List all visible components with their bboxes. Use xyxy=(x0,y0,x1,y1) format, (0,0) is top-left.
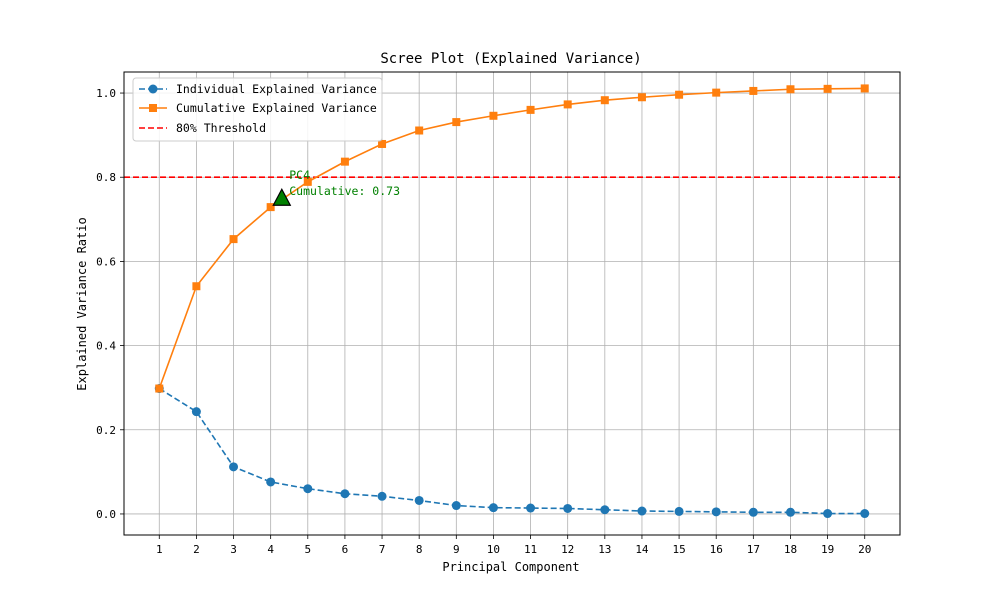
point-cumulative-pc20 xyxy=(860,84,869,93)
x-tick-label-3: 3 xyxy=(230,543,237,556)
x-tick-label-20: 20 xyxy=(858,543,871,556)
point-individual-pc13 xyxy=(600,505,610,515)
point-cumulative-pc14 xyxy=(637,93,646,102)
point-cumulative-pc9 xyxy=(452,118,461,127)
point-individual-pc10 xyxy=(488,503,498,513)
x-tick-label-5: 5 xyxy=(304,543,311,556)
x-tick-label-16: 16 xyxy=(710,543,723,556)
x-tick-label-6: 6 xyxy=(342,543,349,556)
point-cumulative-pc1 xyxy=(155,384,164,393)
y-tick-label-0.0: 0.0 xyxy=(96,508,116,521)
legend-entry-cumulative: Cumulative Explained Variance xyxy=(139,101,377,115)
x-tick-label-12: 12 xyxy=(561,543,574,556)
point-cumulative-pc7 xyxy=(378,139,387,148)
annotation-line2: Cumulative: 0.73 xyxy=(289,184,400,198)
y-tick-label-0.4: 0.4 xyxy=(96,340,116,353)
x-tick-label-13: 13 xyxy=(598,543,611,556)
point-cumulative-pc11 xyxy=(526,105,535,114)
point-individual-pc5 xyxy=(303,484,313,494)
point-cumulative-pc13 xyxy=(600,96,609,105)
series-layer xyxy=(154,84,870,519)
y-tick-label-0.2: 0.2 xyxy=(96,424,116,437)
x-tick-label-8: 8 xyxy=(416,543,423,556)
point-individual-pc7 xyxy=(377,491,387,501)
x-tick-label-10: 10 xyxy=(487,543,500,556)
legend-entry-individual: Individual Explained Variance xyxy=(139,82,377,96)
point-individual-pc9 xyxy=(451,501,461,511)
point-individual-pc6 xyxy=(340,489,350,499)
point-cumulative-pc18 xyxy=(786,85,795,94)
x-tick-label-4: 4 xyxy=(267,543,274,556)
legend-marker-cumulative xyxy=(149,104,157,112)
x-tick-label-7: 7 xyxy=(379,543,386,556)
annotation-layer: PC4 Cumulative: 0.73 xyxy=(272,168,400,206)
series-line-individual xyxy=(158,387,865,515)
legend-label-cumulative: Cumulative Explained Variance xyxy=(176,101,377,115)
point-individual-pc19 xyxy=(823,509,833,519)
point-cumulative-pc19 xyxy=(823,84,832,93)
point-cumulative-pc16 xyxy=(712,88,721,97)
legend-entry-threshold: 80% Threshold xyxy=(139,121,266,135)
point-individual-pc18 xyxy=(785,507,795,517)
tick-layer: 1 2 3 4 5 6 7 8 9 10 11 12 13 14 15 16 17 18 19 200.00.20.4… xyxy=(96,87,871,556)
point-cumulative-pc5 xyxy=(303,177,312,186)
point-cumulative-pc8 xyxy=(415,126,424,135)
chart-title: Scree Plot (Explained Variance) xyxy=(380,51,641,67)
x-tick-label-14: 14 xyxy=(635,543,649,556)
y-tick-label-0.6: 0.6 xyxy=(96,255,116,268)
y-tick-label-0.8: 0.8 xyxy=(96,171,116,184)
point-individual-pc12 xyxy=(563,503,573,513)
legend: Individual Explained Variance Cumulative… xyxy=(132,77,383,142)
x-axis-label: Principal Component xyxy=(442,560,579,574)
point-cumulative-pc17 xyxy=(749,86,758,95)
point-cumulative-pc3 xyxy=(229,235,238,244)
x-tick-label-9: 9 xyxy=(453,543,460,556)
axes-frame xyxy=(123,71,901,536)
annotation-line1: PC4 xyxy=(289,168,310,182)
x-tick-label-2: 2 xyxy=(193,543,200,556)
x-tick-label-11: 11 xyxy=(524,543,537,556)
point-individual-pc20 xyxy=(860,509,870,519)
legend-label-individual: Individual Explained Variance xyxy=(176,82,377,96)
annotation-marker xyxy=(272,187,292,206)
point-cumulative-pc6 xyxy=(340,157,349,166)
point-individual-pc8 xyxy=(414,495,424,505)
point-cumulative-pc12 xyxy=(563,100,572,109)
point-individual-pc11 xyxy=(526,503,536,513)
y-axis-label: Explained Variance Ratio xyxy=(75,217,89,390)
x-tick-label-15: 15 xyxy=(672,543,685,556)
legend-label-threshold: 80% Threshold xyxy=(176,121,266,135)
legend-marker-individual xyxy=(148,84,158,94)
grid-layer xyxy=(124,72,900,535)
point-cumulative-pc4 xyxy=(266,203,275,212)
x-tick-label-1: 1 xyxy=(156,543,163,556)
legend-box xyxy=(132,77,383,142)
x-tick-label-19: 19 xyxy=(821,543,834,556)
x-tick-label-18: 18 xyxy=(784,543,797,556)
point-individual-pc2 xyxy=(191,407,201,417)
point-individual-pc14 xyxy=(637,506,647,516)
point-individual-pc4 xyxy=(266,477,276,487)
point-individual-pc16 xyxy=(711,507,721,517)
y-tick-label-1.0: 1.0 xyxy=(96,87,116,100)
point-individual-pc3 xyxy=(229,462,239,472)
point-cumulative-pc15 xyxy=(675,90,684,99)
point-individual-pc15 xyxy=(674,506,684,516)
point-individual-pc17 xyxy=(748,507,758,517)
x-tick-label-17: 17 xyxy=(747,543,760,556)
point-cumulative-pc10 xyxy=(489,111,498,120)
point-cumulative-pc2 xyxy=(192,282,201,291)
